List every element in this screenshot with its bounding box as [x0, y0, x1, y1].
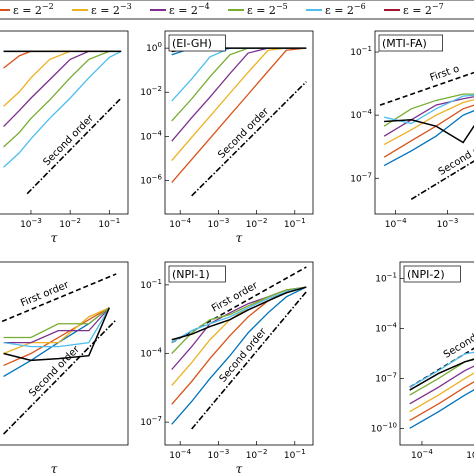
y-tick-label: 10−4 — [140, 347, 162, 360]
series-line — [409, 358, 474, 391]
y-tick-label: 10−6 — [140, 173, 162, 186]
panel-title-box — [378, 34, 443, 52]
x-tick-label: 10−3 — [437, 217, 459, 230]
panel-title: (EI-GH) — [172, 37, 212, 50]
y-tick-label: 100 — [146, 41, 162, 54]
series-line — [171, 47, 307, 183]
series-line — [3, 307, 110, 355]
x-tick-label: 10−4 — [169, 448, 191, 461]
axes-frame — [164, 30, 314, 215]
panel-title-box — [168, 265, 226, 283]
series-line — [3, 307, 110, 344]
series-line — [3, 307, 110, 339]
series-line — [409, 389, 474, 429]
y-tick-label: 10−4 — [375, 322, 397, 335]
x-tick-label: 10−4 — [411, 448, 433, 461]
x-tick-label: 10−2 — [246, 217, 268, 230]
series-line — [171, 286, 307, 354]
series-line — [171, 286, 307, 425]
panel-title: (NPI-1) — [172, 268, 210, 281]
series-line — [409, 372, 474, 413]
series-line — [383, 99, 474, 146]
x-tick-label: 10−2 — [246, 448, 268, 461]
x-tick-label: 10−1 — [98, 217, 120, 230]
axes-frame — [0, 261, 129, 446]
y-tick-label: 10−4 — [350, 108, 372, 121]
panel-2: Second order(EI-GH)10−4 10−3 10−2 10−110010… — [140, 30, 314, 245]
x-axis-label: τ — [51, 462, 58, 474]
series-line — [383, 104, 474, 158]
y-tick-label: 10−1 — [375, 272, 397, 285]
x-tick-label: 10−3 — [466, 448, 474, 461]
reference-line — [0, 273, 117, 324]
axes-frame — [399, 261, 474, 446]
panel-title: (NPI-2) — [407, 268, 445, 281]
reference-line — [410, 160, 474, 200]
reference-line — [26, 97, 122, 195]
x-tick-label: 10−2 — [59, 217, 81, 230]
x-tick-label: 10−3 — [208, 217, 230, 230]
panel-6: Second(NPI-2)10−410−310−110−410−710−10 — [371, 261, 474, 461]
y-tick-label: 10−2 — [140, 85, 162, 98]
series-line — [383, 93, 474, 127]
x-tick-label: 10−3 — [208, 448, 230, 461]
y-tick-label: 10−7 — [350, 171, 372, 184]
series-line — [384, 119, 474, 144]
x-tick-label: 10−4 — [169, 217, 191, 230]
x-tick-label: 10−4 — [385, 217, 407, 230]
series-line — [383, 94, 474, 125]
series-line — [409, 365, 474, 405]
series-line — [3, 307, 110, 362]
panel-title-box — [168, 34, 226, 52]
legend: ε = 2−2 ε = 2−3 ε = 2−4 ε = 2−5 ε = 2−6 ε = 2… — [0, 0, 474, 20]
y-tick-label: 10−10 — [371, 421, 397, 434]
y-tick-label: 10−4 — [140, 129, 162, 142]
series-line — [409, 381, 474, 421]
x-tick-label: 10−1 — [284, 448, 306, 461]
x-axis-label: τ — [236, 462, 243, 474]
panel-title: (MTI-FA) — [382, 37, 427, 50]
y-tick-label: 10−1 — [140, 278, 162, 291]
axes-frame — [0, 30, 129, 215]
panel-title-box — [403, 265, 461, 283]
x-tick-label: 10−1 — [284, 217, 306, 230]
series-line — [3, 50, 122, 168]
y-tick-label: 10−1 — [350, 45, 372, 58]
x-axis-label: τ — [236, 231, 243, 245]
series-line — [3, 307, 110, 348]
y-tick-label: 10−7 — [140, 415, 162, 428]
reference-line — [3, 319, 117, 435]
series-line — [3, 50, 122, 148]
series-line — [171, 286, 307, 344]
x-tick-label: 10−3 — [20, 217, 42, 230]
series-line — [383, 110, 474, 167]
reference-line — [191, 81, 307, 197]
y-tick-label: 10−7 — [375, 371, 397, 384]
x-axis-label: τ — [51, 231, 58, 245]
series-line — [409, 351, 474, 388]
reference-line — [191, 291, 307, 430]
series-line — [171, 286, 307, 341]
